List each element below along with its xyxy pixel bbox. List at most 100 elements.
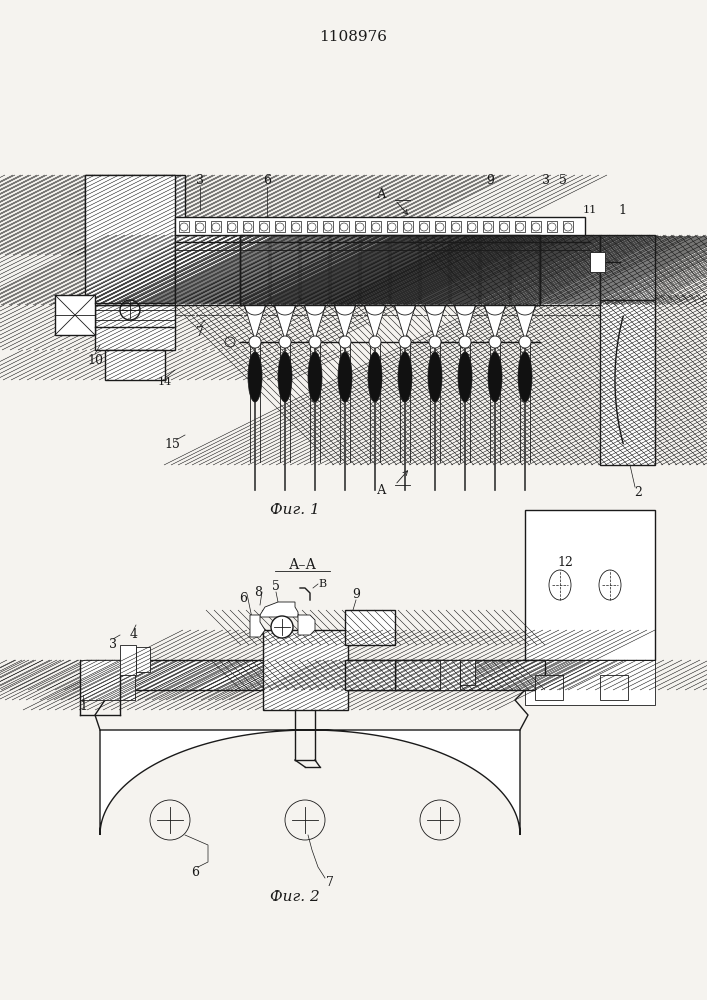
Bar (240, 235, 540, 305)
Bar (600, 675, 628, 700)
Polygon shape (245, 305, 266, 340)
Bar (307, 221, 317, 232)
Bar (600, 295, 655, 465)
Bar (136, 647, 150, 672)
Text: А–А: А–А (289, 558, 317, 572)
Text: 6: 6 (239, 591, 247, 604)
Bar (259, 221, 269, 232)
Bar (451, 236, 479, 304)
Text: 7: 7 (196, 326, 204, 338)
Bar (263, 630, 348, 710)
Circle shape (339, 336, 351, 348)
Bar (80, 660, 135, 700)
Polygon shape (260, 602, 298, 617)
Text: 1108976: 1108976 (319, 30, 387, 44)
Text: 3: 3 (542, 174, 550, 186)
Polygon shape (365, 305, 385, 340)
Bar (535, 675, 563, 700)
Bar (355, 221, 365, 232)
Ellipse shape (518, 352, 532, 402)
Circle shape (271, 616, 293, 638)
Bar (563, 221, 573, 232)
Bar (175, 217, 585, 235)
Bar (511, 236, 539, 304)
Polygon shape (274, 305, 296, 340)
Ellipse shape (368, 352, 382, 402)
Text: 15: 15 (164, 438, 180, 452)
Bar (271, 236, 299, 304)
Bar (525, 510, 655, 660)
Text: А: А (378, 484, 387, 496)
Polygon shape (484, 305, 506, 340)
Bar (421, 236, 449, 304)
Bar (95, 305, 175, 350)
Text: 7: 7 (326, 876, 334, 888)
Polygon shape (100, 730, 520, 835)
Bar (371, 221, 381, 232)
Ellipse shape (398, 352, 412, 402)
Circle shape (399, 336, 411, 348)
Bar (195, 221, 205, 232)
Bar (339, 221, 349, 232)
Bar (590, 252, 605, 272)
Bar (483, 221, 493, 232)
Bar (105, 350, 165, 380)
Bar (243, 221, 253, 232)
Bar (440, 660, 460, 690)
Text: 6: 6 (263, 174, 271, 186)
Ellipse shape (248, 352, 262, 402)
Bar (481, 236, 509, 304)
Polygon shape (250, 615, 265, 637)
Text: 8: 8 (254, 585, 262, 598)
Bar (419, 221, 429, 232)
Bar (175, 235, 240, 305)
Bar (345, 660, 395, 690)
Bar (391, 236, 419, 304)
Polygon shape (515, 305, 535, 340)
Text: Фиг. 1: Фиг. 1 (270, 503, 320, 517)
Bar (395, 660, 445, 690)
Polygon shape (455, 305, 476, 340)
Polygon shape (334, 305, 356, 340)
Bar (240, 235, 540, 305)
Bar (451, 221, 461, 232)
Text: В: В (318, 579, 326, 589)
Text: 4: 4 (130, 629, 138, 642)
Ellipse shape (278, 352, 292, 402)
Bar (435, 221, 445, 232)
Ellipse shape (428, 352, 442, 402)
Bar (120, 645, 136, 675)
Text: 5: 5 (559, 174, 567, 186)
Bar (331, 236, 359, 304)
Bar (275, 221, 285, 232)
Text: 9: 9 (352, 588, 360, 601)
Circle shape (459, 336, 471, 348)
Bar (540, 235, 600, 305)
Bar (387, 221, 397, 232)
Circle shape (309, 336, 321, 348)
Circle shape (429, 336, 441, 348)
Ellipse shape (338, 352, 352, 402)
Text: 12: 12 (557, 556, 573, 568)
Text: Фиг. 2: Фиг. 2 (270, 890, 320, 904)
Bar (345, 610, 395, 645)
Bar (241, 236, 269, 304)
Ellipse shape (488, 352, 502, 402)
Bar (227, 221, 237, 232)
Bar (460, 660, 475, 685)
Bar (361, 236, 389, 304)
Polygon shape (395, 305, 416, 340)
Polygon shape (305, 305, 325, 340)
Circle shape (489, 336, 501, 348)
Polygon shape (298, 615, 315, 635)
Bar (291, 221, 301, 232)
Bar (179, 221, 189, 232)
Bar (55, 295, 95, 335)
Text: А: А (378, 188, 387, 202)
Text: 5: 5 (272, 580, 280, 593)
Text: 1: 1 (618, 204, 626, 217)
Bar (499, 221, 509, 232)
Bar (85, 660, 545, 690)
Text: 1: 1 (79, 700, 87, 714)
Text: 10: 10 (87, 354, 103, 366)
